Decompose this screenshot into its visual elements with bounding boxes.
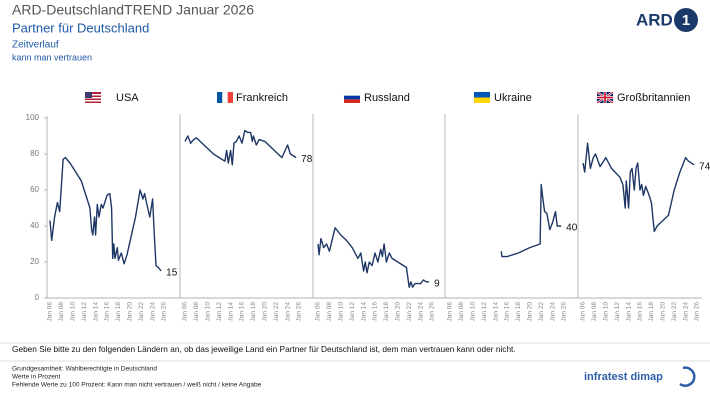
x-tick-label: Jan 06 [47,302,54,322]
x-tick-label: Jan 26 [694,302,701,322]
question: Geben Sie bitte zu den folgenden Ländern… [12,344,516,354]
series-line [582,142,695,233]
brand: infratest dimap [584,371,663,383]
x-tick-label: Jan 12 [81,302,88,322]
x-tick-label: Jan 14 [492,302,499,322]
x-tick-label: Jan 14 [625,302,632,322]
x-tick-label: Jan 26 [429,302,436,322]
logo-circle [674,8,698,32]
logo: ARD 1 [636,8,698,32]
x-tick-label: Jan 16 [637,302,644,322]
x-tick-label: Jan 20 [527,302,534,322]
series-line [184,129,297,166]
x-tick-label: Jan 18 [383,302,390,322]
flag-uk [596,91,614,104]
end-label: 74 [699,161,710,172]
x-tick-label: Jan 24 [284,302,291,322]
x-tick-label: Jan 24 [417,302,424,322]
x-tick-label: Jan 24 [682,302,689,322]
legend-label: Frankreich [236,92,288,104]
x-tick-label: Jan 20 [395,302,402,322]
x-tick-label: Jan 06 [447,302,454,322]
y-tick-label: 20 [30,257,39,266]
flag-ukraine [474,92,490,103]
x-tick-label: Jan 22 [671,302,678,322]
x-tick-label: Jan 18 [648,302,655,322]
x-tick-label: Jan 22 [138,302,145,322]
header-line: kann man vertrauen [12,52,92,62]
x-tick-label: Jan 10 [470,302,477,322]
x-tick-label: Jan 24 [549,302,556,322]
x-tick-label: Jan 22 [538,302,545,322]
x-tick-label: Jan 08 [458,302,465,322]
y-tick-label: 0 [35,293,40,302]
flags [85,91,614,104]
header-line: Zeitverlauf [12,40,59,51]
legend-label: Großbritannien [617,92,690,104]
x-tick-label: Jan 12 [614,302,621,322]
x-tick-label: Jan 12 [216,302,223,322]
logo-text: ARD [636,10,673,29]
x-tick-label: Jan 18 [515,302,522,322]
x-tick-label: Jan 26 [561,302,568,322]
x-tick-label: Jan 10 [205,302,212,322]
x-tick-label: Jan 10 [70,302,77,322]
x-tick-label: Jan 20 [127,302,134,322]
flag-russia [343,91,361,103]
x-tick-label: Jan 26 [161,302,168,322]
x-tick-label: Jan 10 [338,302,345,322]
x-tick-label: Jan 12 [349,302,356,322]
x-tick-label: Jan 20 [262,302,269,322]
x-tick-label: Jan 24 [149,302,156,322]
logo-mark: 1 [682,12,690,29]
header-title: ARD-DeutschlandTREND Januar 2026 [12,2,254,18]
x-tick-label: Jan 22 [273,302,280,322]
flag-france [217,91,233,104]
flag-usa [85,92,101,103]
legend-label: Ukraine [494,92,532,104]
end-label: 9 [434,278,440,289]
end-label: 40 [566,223,578,234]
brand-icon [679,366,696,387]
y-tick-label: 60 [30,185,39,194]
x-tick-label: Jan 18 [115,302,122,322]
series-line [317,227,430,288]
legend-label: USA [116,92,139,104]
y-tick-label: 80 [30,149,39,158]
x-tick-label: Jan 14 [227,302,234,322]
header-subtitle: Partner für Deutschland [12,20,149,35]
x-tick-label: Jan 06 [580,302,587,322]
x-tick-label: Jan 16 [239,302,246,322]
x-tick-label: Jan 14 [92,302,99,322]
x-tick-label: Jan 06 [315,302,322,322]
x-tick-label: Jan 14 [360,302,367,322]
x-tick-label: Jan 06 [182,302,189,322]
x-tick-label: Jan 16 [372,302,379,322]
y-tick-label: 40 [30,221,39,230]
legend-label: Russland [364,92,410,104]
x-tick-label: Jan 20 [660,302,667,322]
x-tick-label: Jan 26 [296,302,303,322]
y-tick-label: 100 [26,113,40,122]
x-tick-label: Jan 22 [406,302,413,322]
x-tick-label: Jan 08 [193,302,200,322]
footnote: Werte in Prozent [12,374,60,381]
footnote: Grundgesamtheit: Wahlberechtigte in Deut… [12,366,157,373]
x-tick-label: Jan 08 [591,302,598,322]
end-label: 78 [301,154,313,165]
end-label: 15 [166,268,178,279]
x-tick-label: Jan 12 [481,302,488,322]
x-tick-label: Jan 16 [104,302,111,322]
x-tick-label: Jan 10 [603,302,610,322]
x-tick-label: Jan 08 [58,302,65,322]
footnote: Fehlende Werte zu 100 Prozent: Kann man … [12,382,262,389]
x-tick-label: Jan 16 [504,302,511,322]
x-tick-label: Jan 08 [326,302,333,322]
x-tick-label: Jan 18 [250,302,257,322]
series-line [49,156,162,272]
series-line [500,183,562,258]
